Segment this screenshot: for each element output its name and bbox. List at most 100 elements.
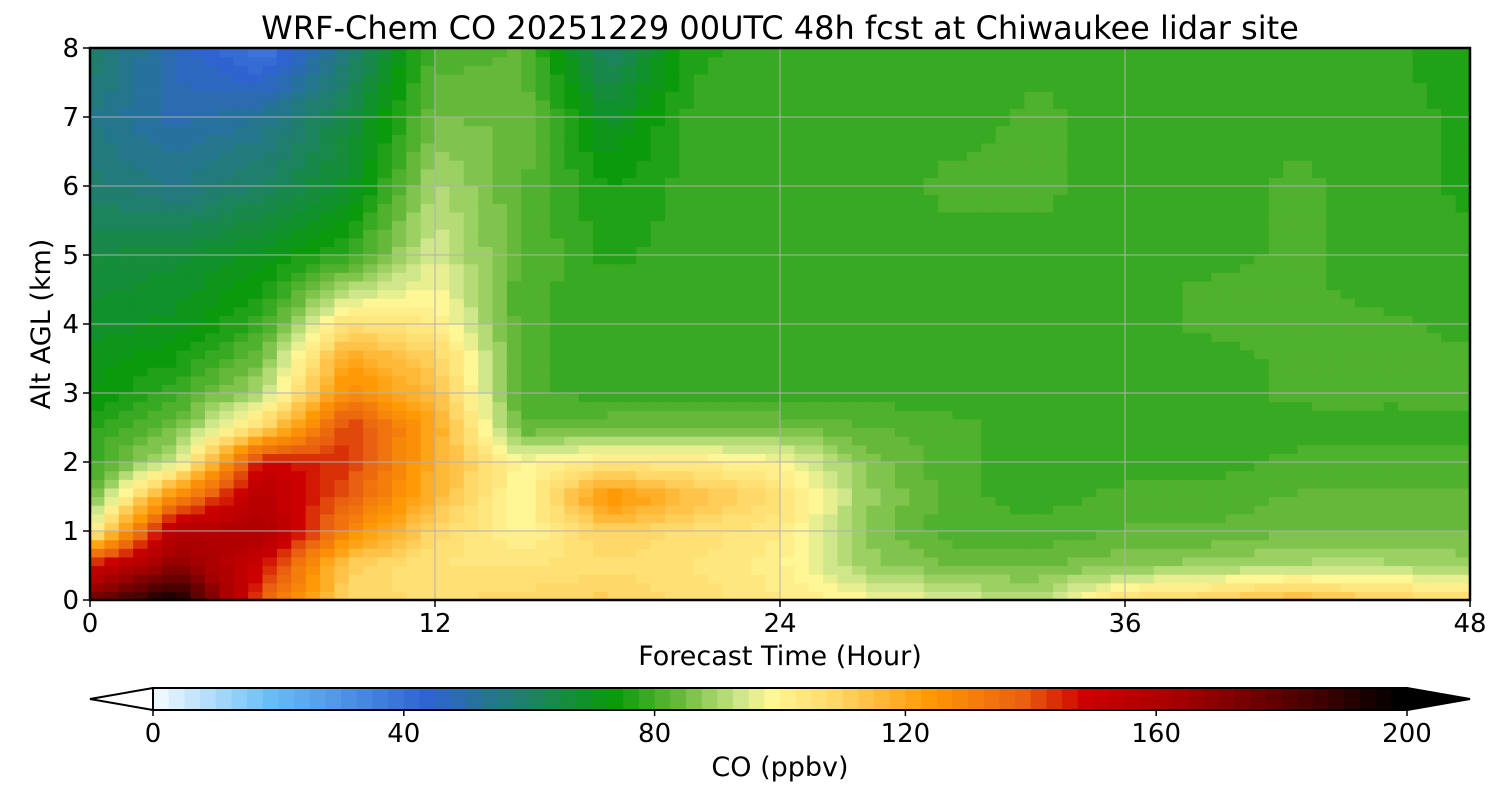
co-cell: [276, 401, 292, 411]
co-cell: [693, 496, 709, 506]
co-cell: [1383, 574, 1399, 584]
co-cell: [1168, 393, 1184, 403]
co-cell: [248, 539, 264, 549]
co-cell: [679, 470, 695, 480]
co-cell: [1441, 401, 1457, 411]
co-cell: [521, 513, 537, 523]
co-cell: [305, 574, 321, 584]
co-cell: [334, 505, 350, 515]
co-cell: [435, 203, 450, 213]
co-cell: [1297, 574, 1313, 584]
co-cell: [578, 591, 594, 600]
co-cell: [535, 229, 551, 239]
co-cell: [1426, 470, 1442, 480]
co-cell: [1240, 272, 1255, 282]
co-cell: [981, 548, 997, 558]
co-cell: [1182, 177, 1198, 187]
co-cell: [693, 531, 709, 541]
co-cell: [435, 332, 450, 342]
co-cell: [794, 393, 810, 403]
co-cell: [708, 531, 724, 541]
co-cell: [808, 263, 824, 273]
co-cell: [377, 470, 393, 480]
co-cell: [492, 436, 508, 446]
co-cell: [1326, 186, 1342, 196]
co-cell: [1254, 315, 1270, 325]
co-cell: [1110, 393, 1126, 403]
co-cell: [463, 151, 479, 161]
co-cell: [981, 358, 997, 368]
co-cell: [1426, 211, 1442, 222]
co-cell: [1139, 539, 1155, 549]
co-cell: [722, 462, 738, 472]
co-cell: [377, 341, 393, 351]
co-cell: [1067, 168, 1083, 178]
co-cell: [133, 324, 149, 334]
co-cell: [219, 272, 235, 282]
co-cell: [233, 513, 249, 523]
co-cell: [147, 211, 163, 222]
co-cell: [765, 513, 781, 523]
co-cell: [291, 522, 307, 532]
co-cell: [1081, 470, 1097, 480]
co-cell: [851, 574, 867, 584]
co-cell: [751, 574, 767, 584]
co-cell: [506, 401, 522, 411]
co-cell: [923, 280, 939, 291]
co-cell: [90, 263, 105, 273]
co-cell: [205, 375, 220, 385]
co-cell: [363, 505, 379, 515]
co-cell: [478, 505, 494, 515]
co-cell: [1240, 418, 1255, 429]
co-cell: [1240, 574, 1255, 584]
co-cell: [90, 375, 105, 385]
co-cell: [506, 496, 522, 506]
co-cell: [305, 298, 321, 308]
co-cell: [1355, 393, 1370, 403]
co-cell: [305, 168, 321, 178]
co-cell: [808, 539, 824, 549]
co-cell: [1326, 384, 1342, 394]
co-cell: [291, 332, 307, 342]
co-cell: [895, 436, 910, 446]
co-cell: [736, 444, 752, 454]
co-cell: [118, 220, 134, 230]
co-cell: [205, 548, 220, 558]
co-cell: [176, 306, 192, 316]
co-cell: [176, 151, 192, 161]
co-cell: [478, 306, 494, 316]
co-cell: [722, 203, 738, 213]
co-cell: [1182, 574, 1198, 584]
co-cell: [823, 306, 839, 316]
co-cell: [923, 410, 939, 420]
co-cell: [909, 496, 925, 506]
co-cell: [1182, 479, 1198, 489]
co-cell: [233, 177, 249, 187]
co-cell: [995, 229, 1011, 239]
co-cell: [305, 479, 321, 489]
co-cell: [952, 177, 968, 187]
co-cell: [133, 479, 149, 489]
co-cell: [1024, 548, 1040, 558]
co-cell: [463, 332, 479, 342]
co-cell: [780, 418, 795, 429]
co-cell: [1297, 384, 1313, 394]
co-cell: [621, 375, 637, 385]
co-contour-field: [90, 48, 1470, 600]
co-cell: [823, 177, 839, 187]
co-cell: [823, 211, 839, 222]
co-cell: [966, 418, 982, 429]
co-cell: [1297, 194, 1313, 204]
co-cell: [420, 332, 436, 342]
co-cell: [435, 479, 450, 489]
co-cell: [693, 203, 709, 213]
co-cell: [1355, 367, 1370, 377]
co-cell: [564, 280, 580, 291]
co-cell: [1168, 470, 1184, 480]
co-cell: [377, 582, 393, 592]
co-cell: [377, 505, 393, 515]
co-cell: [1125, 341, 1140, 351]
co-cell: [1168, 565, 1184, 575]
co-cell: [1268, 263, 1284, 273]
co-cell: [1340, 531, 1356, 541]
